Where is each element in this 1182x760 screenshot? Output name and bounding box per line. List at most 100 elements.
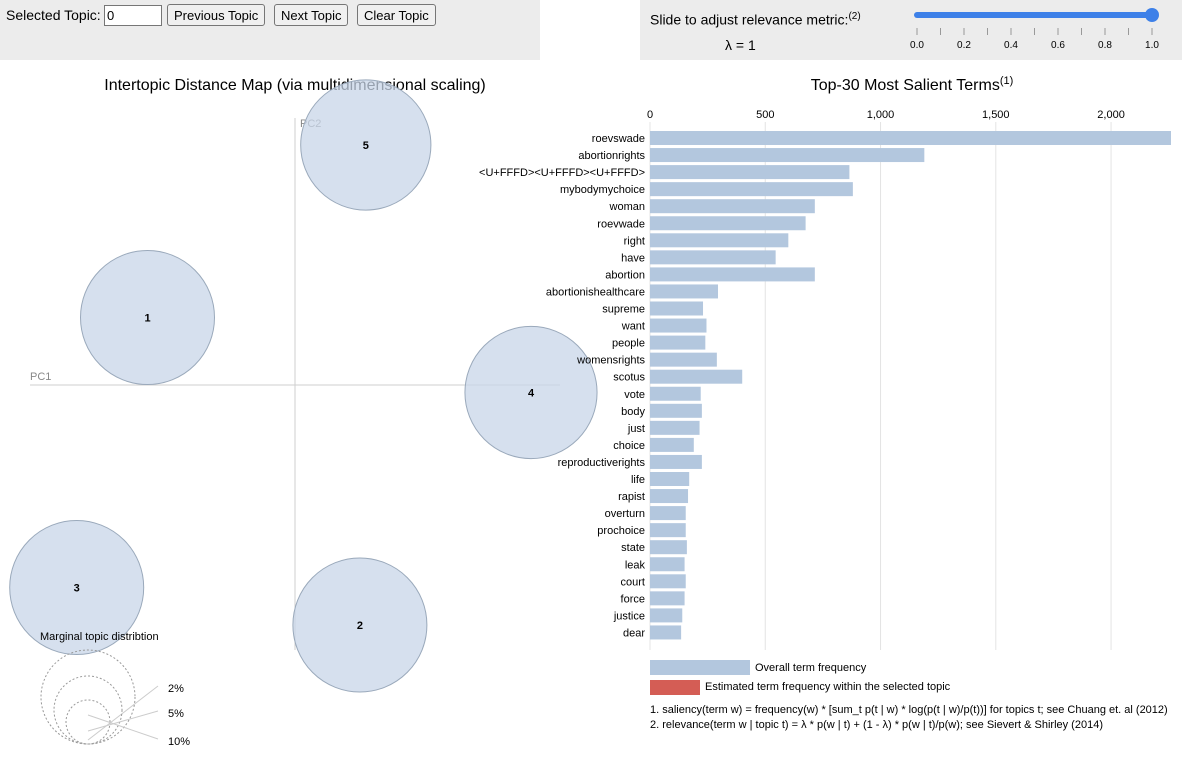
bar-supreme[interactable] — [650, 301, 704, 316]
term-label[interactable]: supreme — [602, 304, 645, 316]
term-label[interactable]: people — [612, 338, 645, 350]
bar-overturn[interactable] — [650, 506, 686, 521]
bar-scotus[interactable] — [650, 369, 743, 384]
term-label[interactable]: just — [627, 423, 645, 435]
bar-womensrights[interactable] — [650, 352, 717, 367]
term-label[interactable]: dear — [623, 627, 645, 639]
bar-roevwade[interactable] — [650, 216, 806, 231]
legend-overall-label: Overall term frequency — [755, 662, 867, 674]
term-label[interactable]: roevswade — [592, 133, 645, 145]
term-label[interactable]: abortion — [605, 269, 645, 281]
topic-circle-4[interactable] — [464, 325, 598, 460]
selected-topic-input[interactable] — [104, 5, 162, 26]
legend-overall-swatch — [650, 660, 750, 675]
term-label[interactable]: right — [624, 235, 645, 247]
marginal-title: Marginal topic distribtion — [40, 631, 159, 643]
bar-mybodymychoice[interactable] — [650, 182, 853, 197]
bar-dear[interactable] — [650, 625, 682, 640]
topic-controls-panel — [0, 0, 540, 60]
term-label[interactable]: roevwade — [597, 218, 645, 230]
term-label[interactable]: prochoice — [597, 525, 645, 537]
chart-title: Top-30 Most Salient Terms(1) — [811, 75, 1014, 94]
bar-justice[interactable] — [650, 608, 683, 623]
term-label[interactable]: justice — [613, 610, 645, 622]
bar-want[interactable] — [650, 318, 707, 333]
topic-label-3: 3 — [74, 583, 80, 595]
term-label[interactable]: reproductiverights — [558, 457, 646, 469]
term-label[interactable]: womensrights — [576, 355, 645, 367]
chart-title-text: Top-30 Most Salient Terms — [811, 77, 1000, 94]
marginal-leader — [87, 685, 159, 741]
bar-woman[interactable] — [650, 199, 815, 214]
term-label[interactable]: overturn — [605, 508, 645, 520]
term-label[interactable]: scotus — [613, 372, 645, 384]
term-label[interactable]: abortionrights — [578, 150, 645, 162]
map-title: Intertopic Distance Map (via multidimens… — [104, 77, 486, 94]
term-label[interactable]: abortionishealthcare — [546, 286, 645, 298]
bar-reproductiverights[interactable] — [650, 454, 702, 469]
bar-state[interactable] — [650, 540, 687, 555]
term-label[interactable]: rapist — [618, 491, 645, 503]
bar-people[interactable] — [650, 335, 706, 350]
term-label[interactable]: vote — [624, 389, 645, 401]
bar-body[interactable] — [650, 403, 702, 418]
bar-have[interactable] — [650, 250, 776, 265]
clear-topic-button[interactable]: Clear Topic — [357, 4, 436, 26]
topic-label-1: 1 — [144, 313, 150, 325]
bar-leak[interactable] — [650, 557, 685, 572]
bar-right[interactable] — [650, 233, 789, 248]
marginal-label: 5% — [168, 708, 184, 720]
next-topic-button[interactable]: Next Topic — [274, 4, 349, 26]
topic-circle-1[interactable] — [80, 250, 215, 385]
term-label[interactable]: leak — [625, 559, 646, 571]
term-label[interactable]: mybodymychoice — [560, 184, 645, 196]
topic-label-5: 5 — [363, 140, 369, 152]
term-label[interactable]: want — [621, 321, 645, 333]
marginal-leader — [87, 714, 159, 740]
term-label[interactable]: court — [621, 576, 645, 588]
bar-abortionrights[interactable] — [650, 148, 925, 163]
topic-circle-3[interactable] — [9, 520, 145, 655]
topic-circle-5[interactable] — [300, 79, 432, 211]
legend-estimated-swatch — [650, 680, 700, 695]
marginal-leader — [87, 710, 159, 732]
term-label[interactable]: force — [621, 593, 645, 605]
x-tick-label: 0 — [647, 109, 653, 121]
term-label[interactable]: life — [631, 474, 645, 486]
topic-circle-2[interactable] — [292, 557, 428, 693]
bar-just[interactable] — [650, 420, 700, 435]
bar-choice[interactable] — [650, 437, 694, 452]
bar-roevswade[interactable] — [650, 131, 1171, 145]
bar-<U+FFFD><U+FFFD><U+FFFD>[interactable] — [650, 165, 850, 180]
bar-rapist[interactable] — [650, 489, 689, 504]
lambda-value: λ = 1 — [725, 37, 756, 53]
footnote-saliency: 1. saliency(term w) = frequency(w) * [su… — [650, 704, 1168, 716]
bar-vote[interactable] — [650, 386, 701, 401]
x-tick-label: 1,000 — [867, 109, 895, 121]
bar-court[interactable] — [650, 574, 686, 589]
term-label[interactable]: have — [621, 252, 645, 264]
chart-title-footnote: (1) — [1000, 75, 1013, 87]
marginal-circle — [53, 675, 123, 745]
bar-life[interactable] — [650, 472, 690, 486]
bar-abortion[interactable] — [650, 267, 815, 282]
topic-label-2: 2 — [357, 620, 363, 632]
marginal-circle — [65, 699, 111, 745]
relevance-panel — [640, 0, 1182, 60]
term-label[interactable]: state — [621, 542, 645, 554]
relevance-slider-text: Slide to adjust relevance metric: — [650, 11, 849, 28]
term-label[interactable]: body — [621, 406, 645, 418]
term-label[interactable]: <U+FFFD><U+FFFD><U+FFFD> — [479, 167, 645, 179]
legend-estimated-label: Estimated term frequency within the sele… — [705, 681, 951, 693]
term-label[interactable]: choice — [613, 440, 645, 452]
bar-abortionishealthcare[interactable] — [650, 284, 719, 299]
marginal-label: 10% — [168, 736, 190, 748]
bar-prochoice[interactable] — [650, 523, 686, 538]
bar-force[interactable] — [650, 591, 685, 606]
footnote-relevance: 2. relevance(term w | topic t) = λ * p(w… — [650, 719, 1103, 731]
x-tick-label: 2,000 — [1097, 109, 1125, 121]
previous-topic-button[interactable]: Previous Topic — [167, 4, 266, 26]
term-label[interactable]: woman — [609, 201, 645, 213]
topic-label-4: 4 — [528, 388, 535, 400]
